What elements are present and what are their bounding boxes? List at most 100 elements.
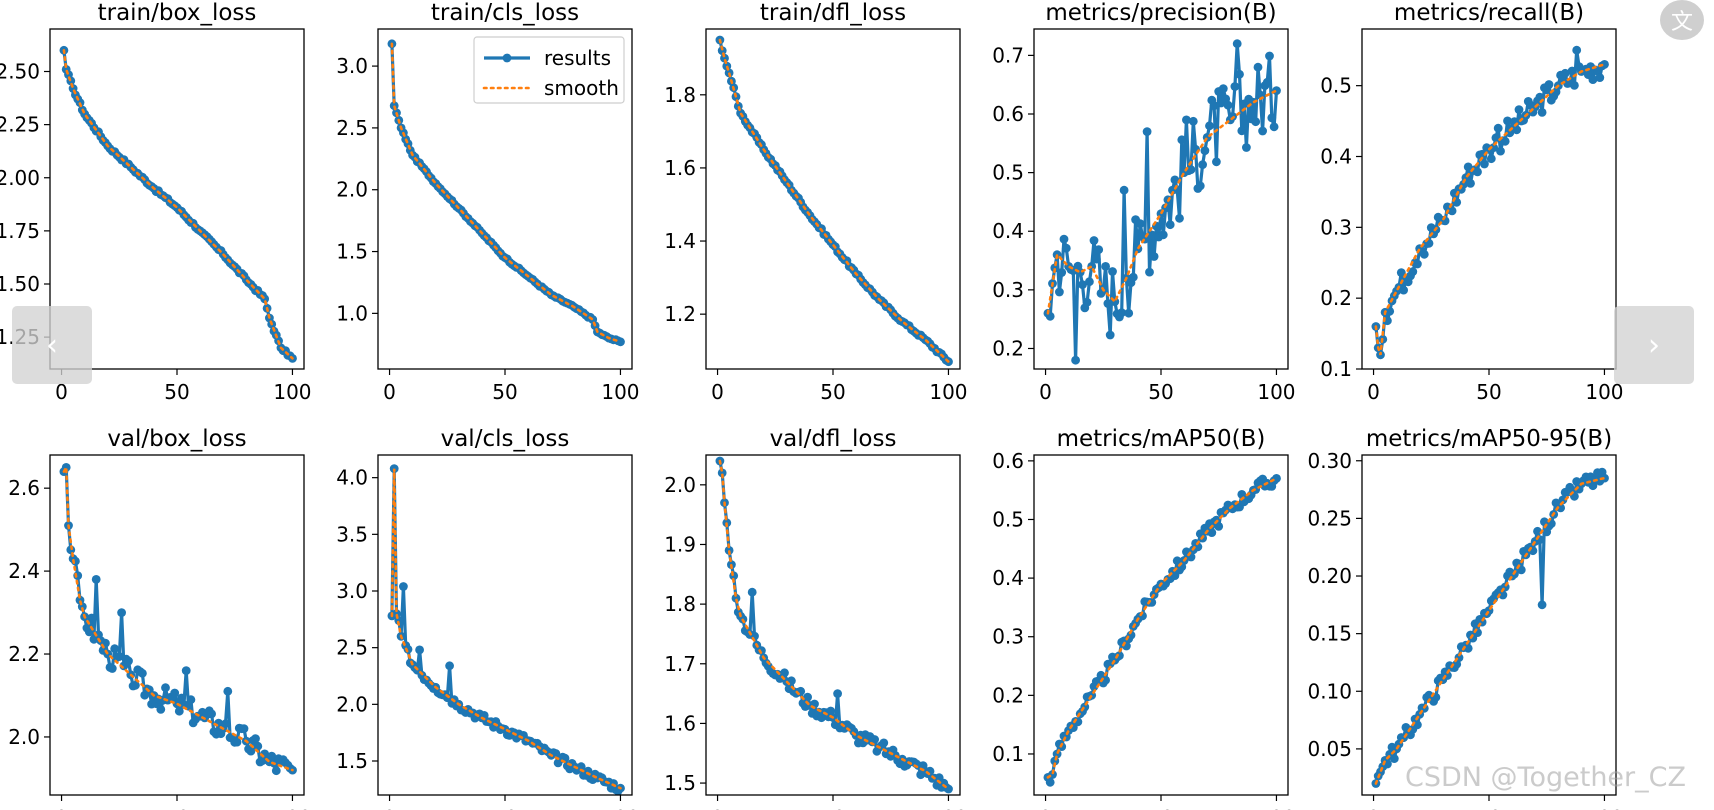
plot-area xyxy=(59,462,297,776)
y-tick-label: 0.3 xyxy=(1320,215,1352,239)
results-point xyxy=(1399,285,1408,295)
x-tick-label: 100 xyxy=(929,806,967,810)
x-tick-label: 50 xyxy=(1476,806,1501,810)
smooth-series-line xyxy=(1046,89,1278,315)
chart-panel-5: metrics/recall(B) 0 50 100 0.5 0.4 0.3 0.2 0.1 xyxy=(1320,0,1623,404)
results-point xyxy=(445,661,454,671)
y-tick-label: 2.00 xyxy=(0,166,40,190)
results-series-line xyxy=(1374,48,1606,357)
results-point xyxy=(616,337,625,347)
smooth-series-line xyxy=(62,462,294,772)
results-point xyxy=(1205,121,1214,131)
results-point xyxy=(1172,556,1182,566)
x-tick-label: 0 xyxy=(1367,806,1380,810)
results-point xyxy=(1253,62,1263,72)
x-tick-label: 50 xyxy=(1148,806,1173,810)
results-series-line xyxy=(62,465,294,773)
results-point xyxy=(576,762,586,772)
plot-area xyxy=(387,464,625,795)
x-tick-label: 50 xyxy=(492,380,517,404)
y-tick-label: 3.5 xyxy=(336,522,368,546)
results-point xyxy=(1170,175,1180,185)
y-tick-label: 3.0 xyxy=(336,54,368,78)
results-point xyxy=(1147,230,1157,240)
x-tick-label: 100 xyxy=(1257,806,1295,810)
results-point xyxy=(1057,268,1067,277)
results-point xyxy=(1223,100,1233,110)
results-point xyxy=(1491,133,1501,143)
next-image-button[interactable]: › xyxy=(1614,306,1694,384)
results-point xyxy=(1149,252,1159,261)
results-point xyxy=(1218,84,1228,93)
results-point xyxy=(1200,146,1210,156)
chart-title: metrics/mAP50-95(B) xyxy=(1366,426,1612,452)
x-tick-label: 50 xyxy=(820,806,845,810)
y-tick-label: 0.5 xyxy=(1320,74,1352,98)
y-tick-label: 2.50 xyxy=(0,60,40,84)
results-point xyxy=(1145,267,1154,277)
results-point xyxy=(1477,149,1487,159)
y-tick-label: 0.5 xyxy=(992,507,1024,531)
y-tick-label: 0.4 xyxy=(992,219,1024,243)
smooth-series-line xyxy=(390,42,622,344)
results-point xyxy=(1119,185,1129,195)
y-tick-label: 0.2 xyxy=(992,336,1024,360)
smooth-series-line xyxy=(390,468,622,790)
results-point xyxy=(66,545,76,555)
y-tick-label: 0.1 xyxy=(1320,357,1352,381)
plot-area xyxy=(1043,474,1281,787)
results-point xyxy=(223,686,233,696)
results-point xyxy=(1101,262,1110,271)
results-point xyxy=(717,468,727,478)
translate-icon[interactable]: 文 xyxy=(1660,0,1704,40)
results-point xyxy=(1212,157,1221,167)
y-tick-label: 2.4 xyxy=(8,559,40,583)
results-point xyxy=(1242,143,1251,152)
x-tick-label: 0 xyxy=(1039,806,1052,810)
results-point xyxy=(1570,81,1579,90)
previous-image-button[interactable]: ‹ xyxy=(12,306,92,384)
chart-panel-4: metrics/precision(B) 0 50 100 0.7 0.6 0.5 0.4 0.… xyxy=(992,0,1295,404)
legend-smooth-label: smooth xyxy=(544,76,619,100)
axes-frame xyxy=(1033,28,1289,370)
smooth-series-line xyxy=(718,38,950,364)
results-point xyxy=(1207,528,1217,537)
results-point xyxy=(1085,277,1094,287)
results-series-line xyxy=(390,467,622,793)
results-point xyxy=(1177,135,1187,145)
results-point xyxy=(1493,123,1503,133)
results-point xyxy=(1089,236,1099,245)
y-tick-label: 1.0 xyxy=(336,301,368,325)
results-point xyxy=(170,688,180,698)
x-tick-label: 100 xyxy=(1257,380,1295,404)
results-point xyxy=(1500,136,1510,146)
results-point xyxy=(403,644,413,654)
results-point xyxy=(1158,230,1168,240)
results-point xyxy=(1105,330,1115,340)
x-tick-label: 100 xyxy=(273,380,311,404)
results-point xyxy=(1389,754,1399,763)
results-point xyxy=(1466,179,1475,188)
y-tick-label: 2.0 xyxy=(336,692,368,716)
results-point xyxy=(1103,299,1113,308)
axes-frame xyxy=(377,454,633,796)
results-point xyxy=(124,656,133,666)
results-point xyxy=(1567,66,1577,76)
results-point xyxy=(1560,68,1570,78)
results-point xyxy=(1463,643,1473,653)
smooth-series-line xyxy=(62,48,294,360)
results-point xyxy=(1059,234,1069,244)
y-tick-label: 0.30 xyxy=(1307,449,1352,473)
watermark: CSDN @Together_CZ xyxy=(1405,762,1686,793)
results-point xyxy=(1082,297,1092,307)
results-point xyxy=(117,608,126,617)
results-point xyxy=(186,695,196,705)
y-tick-label: 2.5 xyxy=(336,636,368,660)
y-tick-label: 0.2 xyxy=(992,683,1024,707)
results-point xyxy=(1128,272,1138,282)
x-tick-label: 100 xyxy=(601,806,639,810)
y-tick-label: 1.4 xyxy=(664,229,696,253)
y-tick-label: 1.8 xyxy=(664,83,696,107)
y-tick-label: 0.25 xyxy=(1307,506,1352,530)
